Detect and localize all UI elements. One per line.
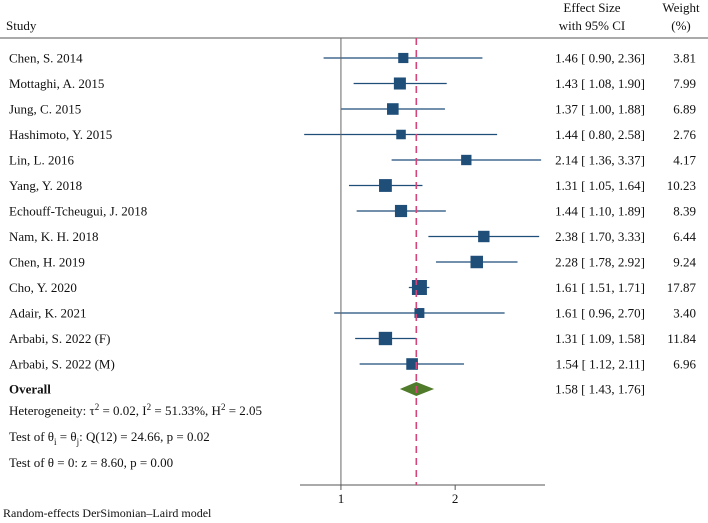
- study-marker: [461, 154, 472, 166]
- study-weight: 11.84: [667, 331, 696, 346]
- study-row: Jung, C. 2015 1.37 [ 1.00, 1.88] 6.89: [9, 102, 696, 117]
- overall-label: Overall: [9, 382, 51, 397]
- study-label: Yang, Y. 2018: [9, 178, 82, 193]
- header-effect-size: Effect Size: [563, 0, 620, 15]
- test-zero-text: Test of θ = 0: z = 8.60, p = 0.00: [9, 455, 173, 470]
- study-effect-ci: 1.31 [ 1.05, 1.64]: [555, 178, 645, 193]
- study-weight: 8.39: [673, 204, 696, 219]
- study-weight: 9.24: [673, 255, 696, 270]
- heterogeneity-text: Heterogeneity: τ2 = 0.02, I2 = 51.33%, H…: [9, 402, 262, 418]
- study-label: Arbabi, S. 2022 (F): [9, 331, 110, 346]
- study-row: Arbabi, S. 2022 (F) 1.31 [ 1.09, 1.58] 11.…: [9, 331, 696, 346]
- study-label: Jung, C. 2015: [9, 102, 81, 117]
- study-effect-ci: 1.46 [ 0.90, 2.36]: [555, 51, 645, 66]
- header-weight: Weight: [662, 0, 700, 15]
- study-row: Hashimoto, Y. 2015 1.44 [ 0.80, 2.58] 2.76: [9, 127, 697, 142]
- study-weight: 2.76: [673, 127, 696, 142]
- study-marker: [414, 308, 425, 318]
- study-effect-ci: 2.14 [ 1.36, 3.37]: [555, 153, 645, 168]
- study-marker: [387, 103, 399, 115]
- study-weight: 3.40: [673, 306, 696, 321]
- study-effect-ci: 1.61 [ 1.51, 1.71]: [555, 280, 645, 295]
- study-marker: [411, 280, 427, 295]
- study-label: Lin, L. 2016: [9, 153, 74, 168]
- overall-effect-ci: 1.58 [ 1.43, 1.76]: [555, 382, 645, 397]
- study-label: Mottaghi, A. 2015: [9, 76, 104, 91]
- study-label: Chen, H. 2019: [9, 255, 85, 270]
- study-effect-ci: 1.31 [ 1.09, 1.58]: [555, 331, 645, 346]
- study-effect-ci: 2.38 [ 1.70, 3.33]: [555, 229, 645, 244]
- study-weight: 10.23: [667, 178, 696, 193]
- study-marker: [393, 77, 406, 90]
- study-row: Yang, Y. 2018 1.31 [ 1.05, 1.64] 10.23: [9, 178, 696, 193]
- study-label: Nam, K. H. 2018: [9, 229, 99, 244]
- study-row: Cho, Y. 2020 1.61 [ 1.51, 1.71] 17.87: [9, 280, 697, 295]
- header-weight-unit: (%): [671, 18, 691, 33]
- study-weight: 4.17: [673, 153, 696, 168]
- study-weight: 6.96: [673, 357, 696, 372]
- study-rows: Chen, S. 2014 1.46 [ 0.90, 2.36] 3.81 Motta…: [9, 51, 697, 372]
- header-study: Study: [6, 18, 37, 33]
- study-row: Arbabi, S. 2022 (M) 1.54 [ 1.12, 2.11] 6.9…: [9, 357, 697, 372]
- study-weight: 6.44: [673, 229, 696, 244]
- study-effect-ci: 1.61 [ 0.96, 2.70]: [555, 306, 645, 321]
- study-row: Lin, L. 2016 2.14 [ 1.36, 3.37] 4.17: [9, 153, 697, 168]
- study-marker: [378, 331, 393, 346]
- study-weight: 17.87: [667, 280, 697, 295]
- x-tick-label: 1: [338, 491, 345, 506]
- study-weight: 7.99: [673, 76, 696, 91]
- header-effect-ci: with 95% CI: [559, 18, 625, 33]
- study-row: Chen, S. 2014 1.46 [ 0.90, 2.36] 3.81: [9, 51, 696, 66]
- study-label: Hashimoto, Y. 2015: [9, 127, 112, 142]
- study-marker: [478, 230, 490, 243]
- study-marker: [470, 255, 483, 269]
- study-effect-ci: 1.43 [ 1.08, 1.90]: [555, 76, 645, 91]
- study-marker: [398, 52, 409, 64]
- study-label: Cho, Y. 2020: [9, 280, 77, 295]
- x-tick-label: 2: [452, 491, 459, 506]
- study-weight: 3.81: [673, 51, 696, 66]
- study-label: Arbabi, S. 2022 (M): [9, 357, 115, 372]
- study-row: Echouff-Tcheugui, J. 2018 1.44 [ 1.10, 1.…: [9, 204, 696, 219]
- study-effect-ci: 2.28 [ 1.78, 2.92]: [555, 255, 645, 270]
- study-effect-ci: 1.44 [ 0.80, 2.58]: [555, 127, 645, 142]
- study-effect-ci: 1.44 [ 1.10, 1.89]: [555, 204, 645, 219]
- study-marker: [396, 129, 406, 140]
- overall-row: Overall 1.58 [ 1.43, 1.76]: [9, 382, 645, 397]
- study-effect-ci: 1.54 [ 1.12, 2.11]: [556, 357, 645, 372]
- footnote: Random-effects DerSimonian–Laird model: [3, 506, 212, 520]
- study-effect-ci: 1.37 [ 1.00, 1.88]: [555, 102, 645, 117]
- study-row: Chen, H. 2019 2.28 [ 1.78, 2.92] 9.24: [9, 255, 697, 270]
- study-label: Echouff-Tcheugui, J. 2018: [9, 204, 147, 219]
- study-label: Adair, K. 2021: [9, 306, 86, 321]
- study-marker: [394, 204, 408, 218]
- study-row: Mottaghi, A. 2015 1.43 [ 1.08, 1.90] 7.99: [9, 76, 696, 91]
- study-marker: [406, 358, 418, 370]
- study-row: Nam, K. H. 2018 2.38 [ 1.70, 3.33] 6.44: [9, 229, 697, 244]
- study-weight: 6.89: [673, 102, 696, 117]
- study-marker: [379, 179, 392, 192]
- test-equal-text: Test of θi = θj: Q(12) = 24.66, p = 0.02: [9, 429, 210, 447]
- study-row: Adair, K. 2021 1.61 [ 0.96, 2.70] 3.40: [9, 306, 696, 321]
- study-label: Chen, S. 2014: [9, 51, 83, 66]
